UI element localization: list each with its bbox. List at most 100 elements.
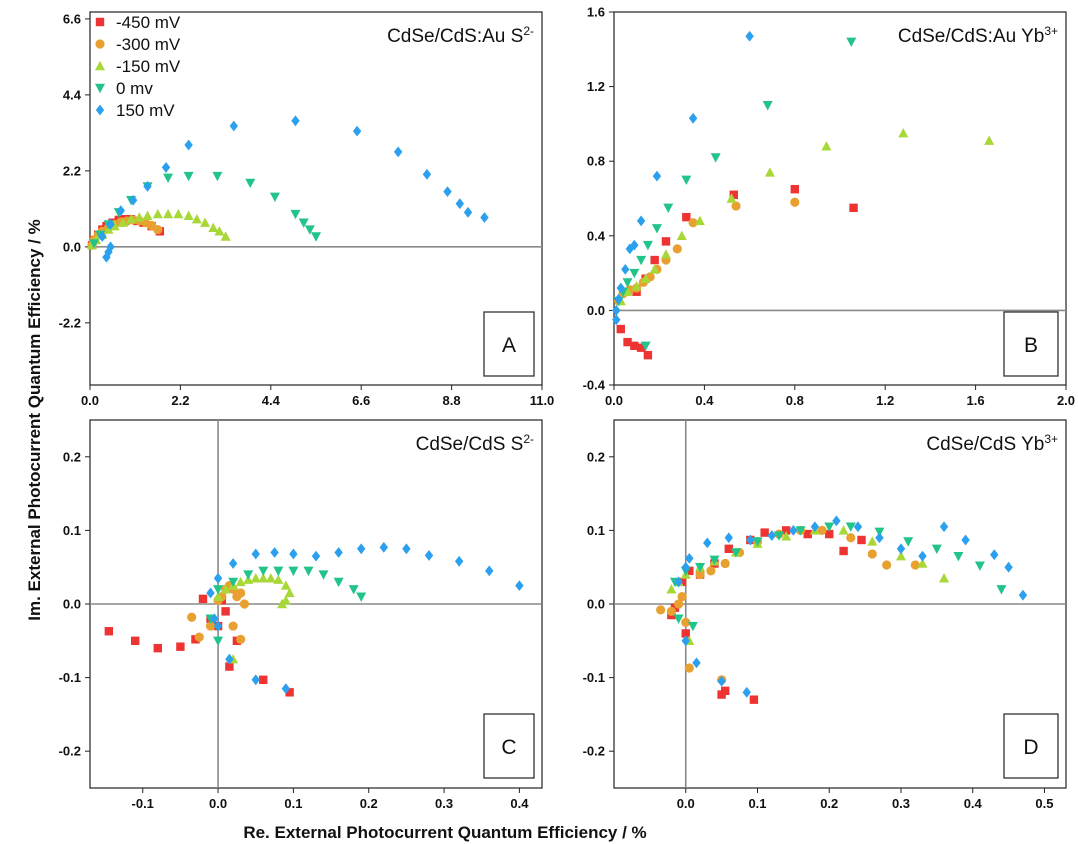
data-point bbox=[298, 218, 309, 228]
data-point bbox=[153, 224, 163, 235]
series-0-mv bbox=[205, 566, 367, 646]
data-point bbox=[228, 558, 238, 569]
data-point bbox=[273, 574, 284, 584]
x-axis-title: Re. External Photocurrent Quantum Effici… bbox=[243, 823, 646, 842]
data-point bbox=[176, 642, 185, 651]
data-point bbox=[832, 515, 841, 527]
panel-title-main: CdSe/CdS:Au Yb bbox=[898, 26, 1044, 47]
series-150-mv bbox=[213, 573, 295, 664]
data-point bbox=[695, 569, 705, 580]
y-tick-label: 0.2 bbox=[63, 449, 81, 464]
data-point bbox=[790, 184, 799, 194]
x-tick-label: 1.2 bbox=[876, 393, 894, 408]
data-point bbox=[303, 566, 314, 577]
data-point bbox=[846, 533, 856, 543]
data-point bbox=[650, 255, 659, 265]
data-point bbox=[661, 237, 671, 246]
y-tick-label: 0.4 bbox=[587, 228, 606, 243]
y-tick-label: -0.2 bbox=[59, 744, 81, 759]
legend-label: 150 mV bbox=[116, 101, 175, 120]
data-point bbox=[104, 627, 114, 636]
plot-frame bbox=[613, 11, 1067, 386]
x-tick-label: 6.6 bbox=[352, 393, 370, 408]
data-point bbox=[629, 268, 640, 279]
data-point bbox=[334, 547, 343, 558]
data-point bbox=[357, 543, 366, 555]
data-point bbox=[729, 190, 738, 199]
data-point bbox=[824, 522, 835, 532]
y-axis-title: Im. External Photocurrent Quantum Effici… bbox=[25, 219, 44, 620]
data-point bbox=[695, 563, 706, 573]
y-tick-label: 0.1 bbox=[587, 523, 605, 538]
data-point bbox=[348, 585, 359, 595]
data-point bbox=[106, 219, 115, 230]
series-150-mv bbox=[615, 128, 995, 306]
data-point bbox=[210, 613, 219, 625]
panel-letter-box bbox=[483, 311, 535, 377]
series-150-mv bbox=[206, 541, 524, 695]
data-point bbox=[455, 198, 465, 210]
data-point bbox=[630, 341, 639, 351]
data-point bbox=[251, 674, 260, 686]
data-point bbox=[142, 210, 153, 220]
data-point bbox=[616, 282, 625, 294]
legend-marker bbox=[95, 104, 105, 116]
data-point bbox=[424, 550, 434, 561]
data-point bbox=[767, 530, 777, 541]
data-point bbox=[153, 643, 162, 653]
data-point bbox=[660, 249, 671, 259]
data-point bbox=[304, 225, 315, 235]
data-point bbox=[622, 286, 633, 296]
data-point bbox=[205, 621, 216, 631]
data-point bbox=[673, 614, 684, 624]
data-point bbox=[636, 215, 646, 227]
panel-letter: D bbox=[1023, 736, 1038, 759]
data-point bbox=[402, 543, 411, 555]
data-point bbox=[990, 549, 999, 561]
y-tick-label: 0.0 bbox=[587, 597, 605, 612]
data-point bbox=[681, 617, 691, 628]
data-point bbox=[685, 566, 694, 576]
panel-title: CdSe/CdS:Au S2- bbox=[387, 24, 534, 47]
data-point bbox=[677, 592, 687, 602]
data-point bbox=[183, 171, 194, 182]
y-tick-label: -0.2 bbox=[583, 744, 605, 759]
data-point bbox=[270, 547, 279, 558]
data-point bbox=[681, 561, 690, 573]
data-point bbox=[717, 675, 726, 687]
data-point bbox=[393, 146, 403, 158]
data-point bbox=[636, 255, 647, 266]
data-point bbox=[681, 635, 690, 647]
plot-frame bbox=[89, 11, 543, 386]
y-tick-label: 0.0 bbox=[587, 303, 605, 318]
data-point bbox=[285, 688, 294, 697]
data-point bbox=[724, 532, 733, 544]
y-tick-label: 0.0 bbox=[63, 239, 81, 254]
x-tick-label: 0.3 bbox=[892, 796, 910, 811]
data-point bbox=[789, 525, 798, 536]
data-point bbox=[910, 560, 920, 570]
data-point bbox=[918, 550, 927, 562]
data-point bbox=[251, 548, 260, 560]
data-point bbox=[98, 231, 107, 242]
data-point bbox=[614, 293, 623, 305]
data-point bbox=[781, 531, 792, 541]
panel-letter-box bbox=[1003, 713, 1059, 779]
data-point bbox=[795, 526, 806, 536]
data-point bbox=[258, 573, 269, 583]
data-point bbox=[612, 314, 621, 326]
data-point bbox=[649, 264, 660, 274]
data-point bbox=[221, 607, 230, 616]
data-point bbox=[258, 566, 269, 577]
data-point bbox=[214, 226, 225, 236]
data-point bbox=[1018, 589, 1028, 601]
data-point bbox=[939, 521, 949, 533]
data-point bbox=[875, 532, 884, 544]
data-point bbox=[131, 636, 140, 645]
data-point bbox=[206, 587, 215, 599]
data-point bbox=[706, 566, 716, 576]
data-point bbox=[273, 566, 284, 577]
data-point bbox=[666, 606, 676, 616]
x-tick-label: 0.2 bbox=[820, 796, 838, 811]
x-tick-label: 0.0 bbox=[605, 393, 623, 408]
